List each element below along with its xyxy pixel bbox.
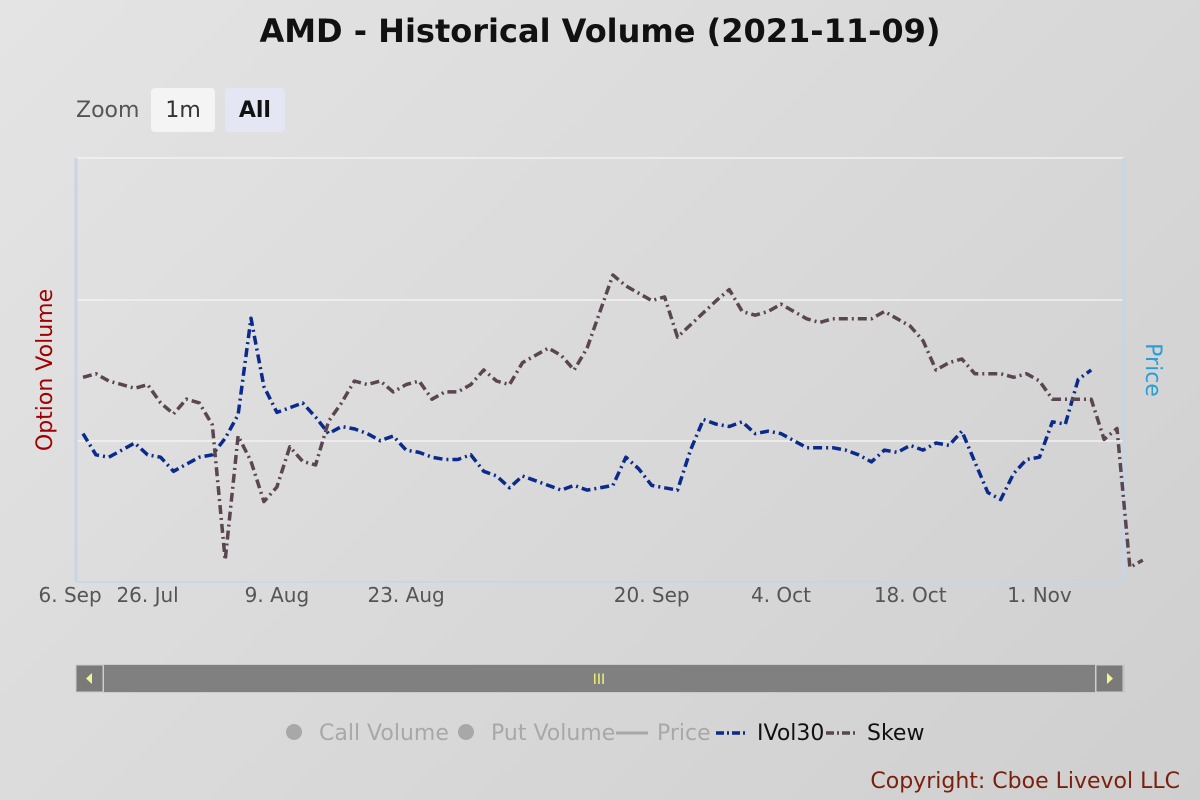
legend-item-put-volume[interactable]: Put Volume — [458, 721, 615, 746]
x-tick-labels: 26. Jul 9. Aug 23. Aug 6. Sep 20. Sep 4. Oct 1… — [39, 583, 1072, 607]
plot-area — [76, 158, 1124, 582]
grid — [76, 157, 1124, 442]
series-line-skew — [82, 273, 1144, 570]
series-layer — [81, 273, 1144, 570]
zoom-all-button[interactable]: All — [224, 88, 285, 132]
y-axis-left-title: Option Volume — [33, 289, 58, 451]
legend-item-skew[interactable]: Skew — [826, 721, 924, 746]
chart-title: AMD - Historical Volume (2021-11-09) — [259, 12, 941, 50]
legend-label-price: Price — [657, 721, 711, 746]
x-tick-label: 6. Sep — [39, 583, 102, 607]
legend: Call Volume Put Volume Price IVol30 Skew — [286, 721, 924, 746]
scrollbar-grip[interactable]: III — [593, 672, 605, 688]
legend-label-put-volume: Put Volume — [491, 721, 615, 746]
zoom-label: Zoom — [76, 97, 140, 123]
y-axis-right-title: Price — [1140, 343, 1165, 397]
legend-item-price[interactable]: Price — [616, 721, 711, 746]
x-tick-label: 26. Jul — [116, 583, 178, 607]
legend-item-ivol30[interactable]: IVol30 — [716, 721, 824, 746]
arrow-right-icon — [1107, 673, 1113, 684]
legend-item-call-volume[interactable]: Call Volume — [286, 721, 449, 746]
zoom-control: Zoom 1m All — [76, 88, 285, 132]
legend-symbol-put-volume — [458, 724, 474, 740]
scroll-left-button[interactable] — [75, 664, 104, 693]
series-line-ivol30 — [81, 316, 1093, 502]
x-tick-label: 4. Oct — [751, 583, 811, 607]
navigator-scrollbar[interactable]: III — [75, 664, 1125, 693]
legend-label-call-volume: Call Volume — [319, 721, 449, 746]
legend-label-ivol30: IVol30 — [757, 721, 824, 746]
x-tick-label: 9. Aug — [245, 583, 310, 607]
copyright-text: Copyright: Cboe Livevol LLC — [870, 769, 1180, 794]
arrow-left-icon — [86, 673, 92, 684]
legend-label-skew: Skew — [867, 721, 924, 746]
zoom-1m-button[interactable]: 1m — [151, 88, 215, 132]
x-tick-label: 20. Sep — [614, 583, 690, 607]
x-tick-label: 18. Oct — [874, 583, 947, 607]
x-tick-label: 23. Aug — [367, 583, 444, 607]
legend-symbol-call-volume — [286, 724, 302, 740]
x-tick-label: 1. Nov — [1007, 583, 1072, 607]
scrollbar-thumb[interactable] — [104, 665, 1095, 692]
